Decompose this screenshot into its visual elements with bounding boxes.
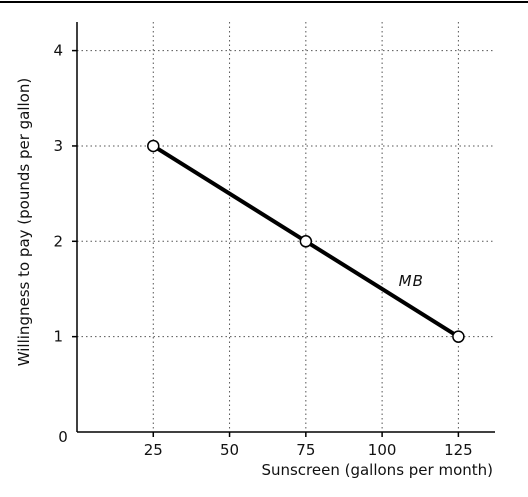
- x-tick-label-100: 100: [368, 441, 397, 459]
- x-tick-label-25: 25: [144, 441, 163, 459]
- axes-layer: [76, 22, 495, 433]
- y-tick-label-4: 4: [53, 42, 63, 60]
- origin-label: 0: [58, 428, 68, 446]
- y-axis-title: Willingness to pay (pounds per gallon): [15, 78, 33, 366]
- series-layer: [147, 139, 465, 343]
- y-tick-label-1: 1: [53, 328, 63, 346]
- ticks-layer: 1 2 3 4 25 50 75 100 125 0: [53, 42, 472, 459]
- y-tick-label-2: 2: [53, 232, 63, 250]
- grid-layer: [77, 22, 495, 432]
- x-axis-title: Sunscreen (gallons per month): [261, 461, 493, 479]
- label-layer: Sunscreen (gallons per month) Willingness…: [15, 78, 493, 479]
- curve-label-mb: MB: [399, 272, 424, 290]
- data-point-75: [299, 235, 313, 248]
- x-tick-label-125: 125: [444, 441, 473, 459]
- data-point-125: [452, 330, 465, 343]
- x-tick-label-75: 75: [296, 441, 315, 459]
- data-point-25: [147, 139, 160, 153]
- y-tick-label-3: 3: [53, 137, 63, 155]
- x-tick-label-50: 50: [220, 441, 239, 459]
